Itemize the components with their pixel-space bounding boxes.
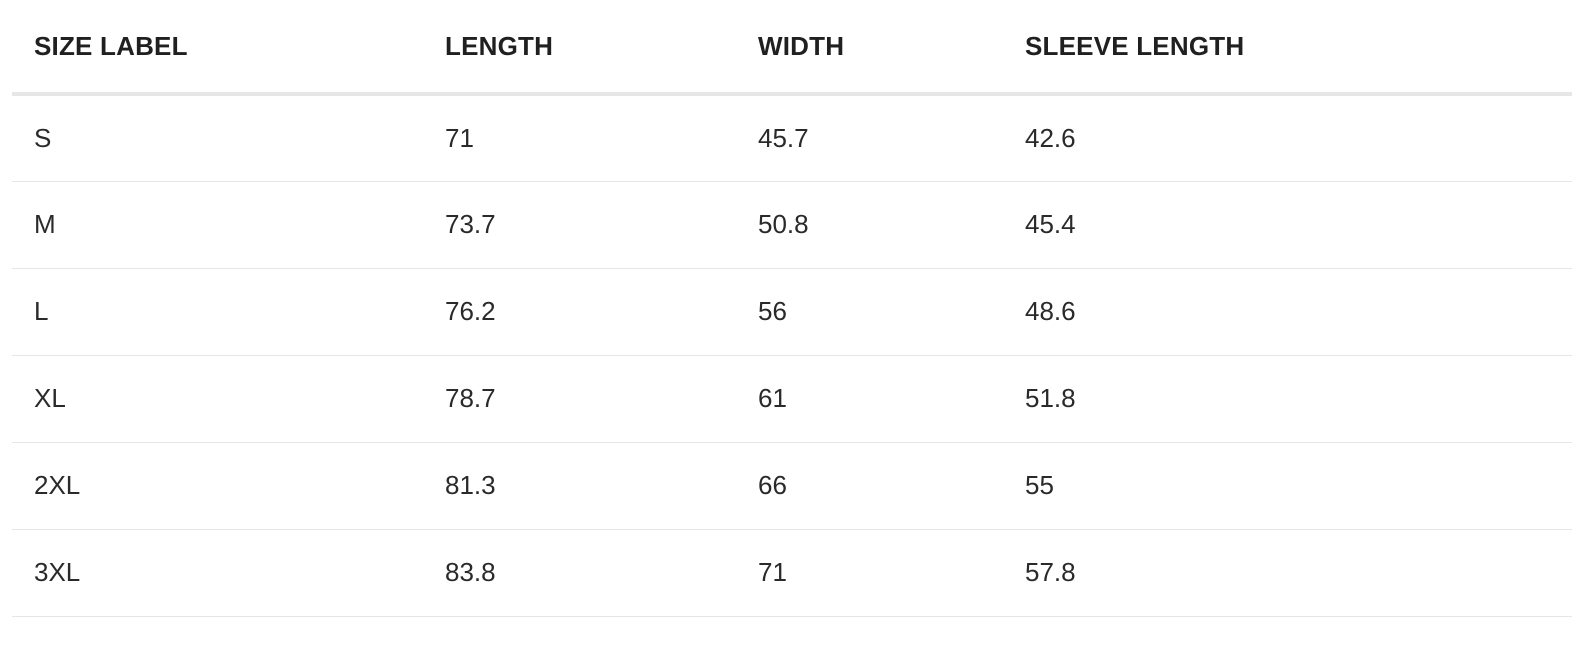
cell-size-label: XL xyxy=(12,355,423,443)
cell-length: 78.7 xyxy=(423,355,736,443)
header-width: WIDTH xyxy=(736,0,1003,96)
cell-size-label: S xyxy=(12,94,423,182)
cell-width: 56 xyxy=(736,268,1003,356)
table-body: S 71 45.7 42.6 M 73.7 50.8 45.4 L 76.2 5… xyxy=(12,94,1572,617)
table-row: L 76.2 56 48.6 xyxy=(12,268,1572,356)
cell-width: 45.7 xyxy=(736,94,1003,182)
cell-sleeve-length: 48.6 xyxy=(1003,268,1572,356)
cell-sleeve-length: 42.6 xyxy=(1003,94,1572,182)
table-row: XL 78.7 61 51.8 xyxy=(12,355,1572,443)
cell-width: 61 xyxy=(736,355,1003,443)
cell-length: 81.3 xyxy=(423,442,736,530)
table-row: 3XL 83.8 71 57.8 xyxy=(12,529,1572,617)
cell-sleeve-length: 57.8 xyxy=(1003,529,1572,617)
cell-sleeve-length: 51.8 xyxy=(1003,355,1572,443)
cell-sleeve-length: 55 xyxy=(1003,442,1572,530)
table-row: 2XL 81.3 66 55 xyxy=(12,442,1572,530)
header-sleeve-length: SLEEVE LENGTH xyxy=(1003,0,1572,96)
size-chart-table: SIZE LABEL LENGTH WIDTH SLEEVE LENGTH S … xyxy=(12,0,1572,617)
cell-length: 76.2 xyxy=(423,268,736,356)
header-row: SIZE LABEL LENGTH WIDTH SLEEVE LENGTH xyxy=(12,0,1572,96)
cell-width: 50.8 xyxy=(736,181,1003,269)
table-row: S 71 45.7 42.6 xyxy=(12,94,1572,182)
cell-length: 83.8 xyxy=(423,529,736,617)
cell-size-label: 3XL xyxy=(12,529,423,617)
cell-width: 71 xyxy=(736,529,1003,617)
cell-size-label: L xyxy=(12,268,423,356)
cell-length: 71 xyxy=(423,94,736,182)
table-header: SIZE LABEL LENGTH WIDTH SLEEVE LENGTH xyxy=(12,0,1572,96)
cell-size-label: 2XL xyxy=(12,442,423,530)
cell-sleeve-length: 45.4 xyxy=(1003,181,1572,269)
cell-width: 66 xyxy=(736,442,1003,530)
cell-size-label: M xyxy=(12,181,423,269)
cell-length: 73.7 xyxy=(423,181,736,269)
table-row: M 73.7 50.8 45.4 xyxy=(12,181,1572,269)
header-size-label: SIZE LABEL xyxy=(12,0,423,96)
header-length: LENGTH xyxy=(423,0,736,96)
